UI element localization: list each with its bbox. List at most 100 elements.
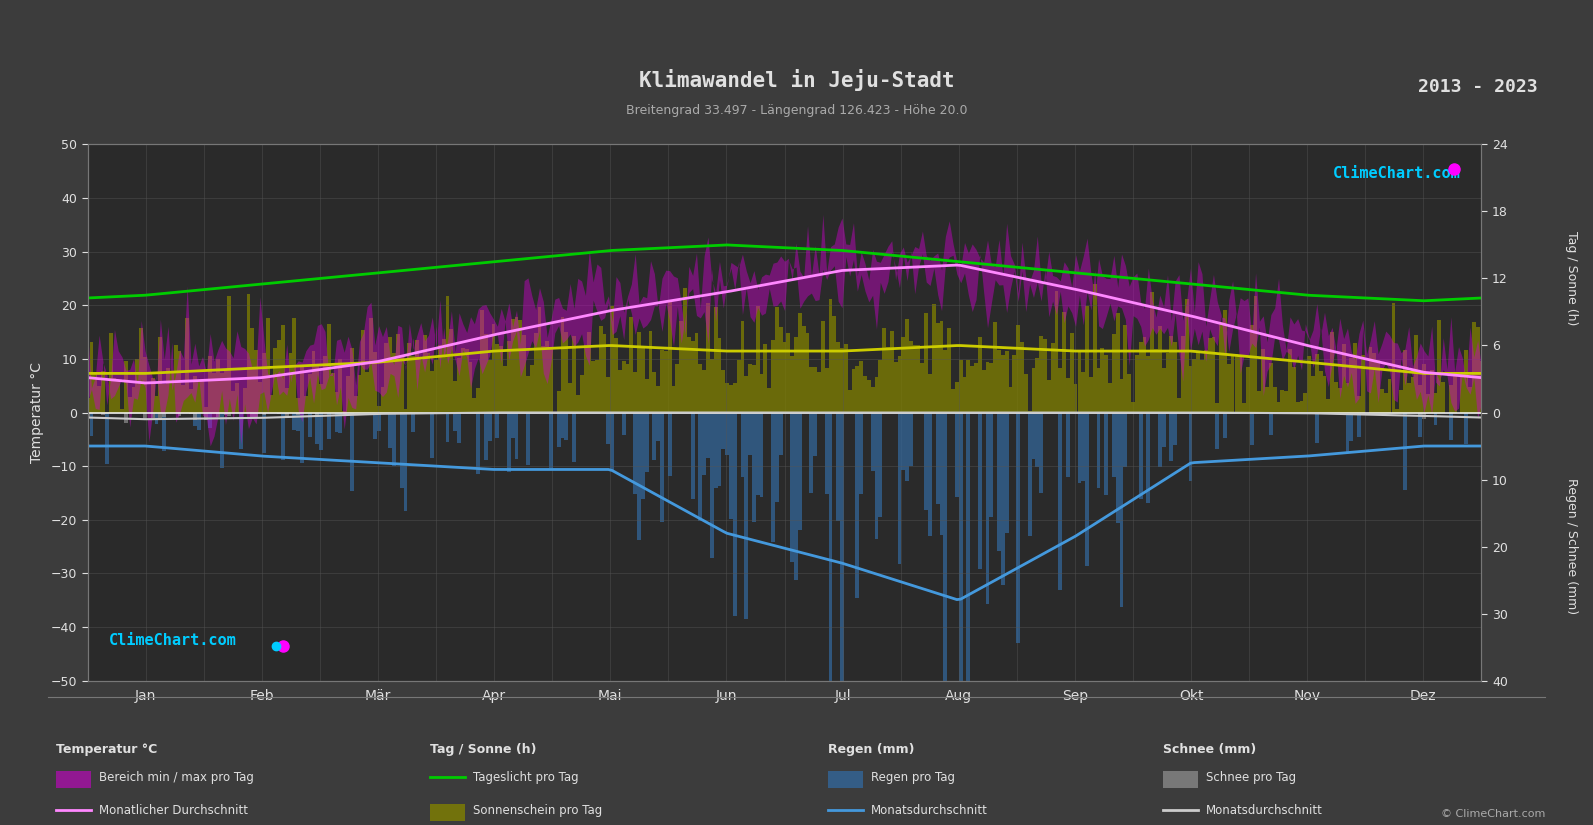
Bar: [1188, 412, 1193, 481]
Bar: [714, 307, 717, 412]
Bar: [400, 356, 403, 412]
Bar: [744, 376, 749, 412]
Bar: [1147, 412, 1150, 502]
Bar: [695, 332, 698, 412]
Bar: [1265, 387, 1270, 412]
Bar: [989, 412, 994, 516]
Bar: [209, 356, 212, 412]
Bar: [871, 412, 875, 470]
Bar: [1005, 351, 1008, 412]
Bar: [435, 361, 438, 412]
Bar: [607, 377, 610, 412]
Bar: [621, 412, 626, 435]
Bar: [457, 412, 460, 443]
Bar: [615, 338, 618, 412]
Bar: [1437, 319, 1442, 412]
Bar: [119, 408, 124, 412]
Bar: [487, 412, 492, 441]
Text: Regen pro Tag: Regen pro Tag: [871, 771, 956, 784]
Bar: [820, 321, 825, 412]
Bar: [479, 310, 484, 412]
Bar: [1058, 368, 1063, 412]
Bar: [660, 350, 664, 412]
Bar: [204, 412, 209, 420]
Bar: [476, 389, 479, 412]
Bar: [1357, 396, 1360, 412]
Bar: [935, 323, 940, 412]
Bar: [962, 377, 967, 412]
Bar: [381, 387, 384, 412]
Bar: [143, 412, 147, 418]
Bar: [220, 412, 223, 469]
Bar: [795, 412, 798, 580]
Bar: [1246, 366, 1251, 412]
Bar: [158, 337, 162, 412]
Text: Regen (mm): Regen (mm): [828, 742, 914, 756]
Bar: [1016, 325, 1020, 412]
Bar: [105, 412, 108, 464]
Bar: [932, 304, 935, 412]
Bar: [545, 341, 550, 412]
Bar: [250, 328, 255, 412]
Bar: [499, 346, 503, 412]
Bar: [637, 412, 640, 540]
Bar: [89, 342, 94, 412]
Text: © ClimeChart.com: © ClimeChart.com: [1440, 808, 1545, 818]
Bar: [1169, 412, 1172, 461]
Bar: [327, 412, 331, 439]
Bar: [698, 412, 703, 521]
Bar: [1066, 412, 1070, 477]
Bar: [621, 361, 626, 412]
Bar: [1292, 367, 1295, 412]
Bar: [530, 365, 534, 412]
Bar: [1311, 375, 1314, 412]
Bar: [373, 412, 376, 439]
Bar: [645, 379, 648, 412]
Bar: [1077, 412, 1082, 483]
Bar: [304, 397, 307, 412]
Bar: [231, 391, 236, 412]
Bar: [1115, 313, 1120, 412]
Bar: [875, 377, 878, 412]
Bar: [847, 389, 852, 412]
Bar: [1032, 412, 1035, 460]
Bar: [217, 359, 220, 412]
Bar: [978, 337, 981, 412]
Bar: [970, 366, 973, 412]
Bar: [1360, 356, 1365, 412]
Bar: [836, 412, 840, 521]
Bar: [883, 328, 886, 412]
Bar: [935, 412, 940, 503]
Bar: [193, 412, 198, 427]
Bar: [162, 384, 166, 412]
Bar: [924, 412, 929, 511]
Bar: [190, 389, 193, 412]
Bar: [89, 412, 94, 436]
Bar: [223, 369, 228, 412]
Bar: [599, 326, 602, 412]
Bar: [507, 412, 511, 473]
Bar: [596, 361, 599, 412]
Bar: [1426, 394, 1431, 412]
Bar: [550, 348, 553, 412]
Bar: [239, 412, 242, 449]
Bar: [315, 412, 319, 444]
Bar: [411, 356, 416, 412]
Bar: [894, 362, 897, 412]
Text: Monatsdurchschnitt: Monatsdurchschnitt: [1206, 804, 1322, 817]
Bar: [1238, 357, 1243, 412]
Bar: [1032, 368, 1035, 412]
Bar: [1464, 351, 1469, 412]
Bar: [840, 412, 844, 700]
Bar: [389, 337, 392, 412]
Bar: [1372, 353, 1376, 412]
Bar: [825, 412, 828, 493]
Bar: [1431, 370, 1434, 412]
Bar: [1357, 412, 1360, 437]
Bar: [706, 412, 710, 458]
Bar: [357, 375, 362, 412]
Bar: [335, 412, 338, 431]
Bar: [1295, 402, 1300, 412]
Bar: [667, 412, 672, 476]
Bar: [1169, 336, 1172, 412]
